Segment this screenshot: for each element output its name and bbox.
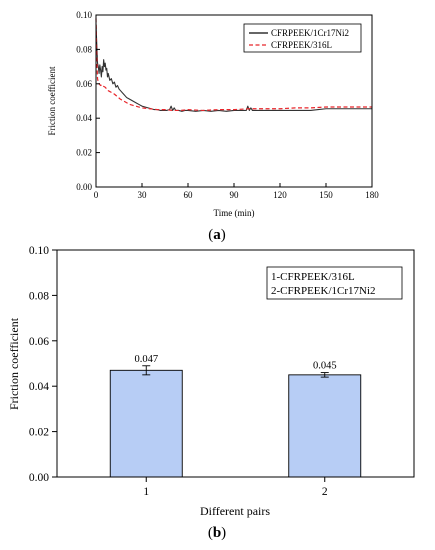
b-legend-text-2: 2-CFRPEEK/1Cr17Ni2: [271, 285, 376, 297]
a-legend-label-1cr17ni2: CFRPEEK/1Cr17Ni2: [271, 28, 349, 38]
a-legend-label-316l: CFRPEEK/316L: [271, 40, 332, 50]
a-x-axis-label: Time (min): [214, 208, 255, 218]
b-y-tick-label: 0.04: [29, 381, 49, 393]
b-data-label-1: 0.047: [134, 354, 158, 365]
b-panel-label-open: (: [208, 525, 213, 541]
b-legend-text-1: 1-CFRPEEK/316L: [271, 271, 355, 283]
a-x-tick-label: 60: [184, 190, 194, 200]
a-x-tick-label: 120: [273, 190, 287, 200]
a-y-tick-label: 0.02: [76, 148, 92, 158]
a-y-tick-label: 0.10: [76, 10, 92, 20]
a-y-axis-label: Friction coefficient: [47, 66, 57, 136]
a-legend: CFRPEEK/1Cr17Ni2 CFRPEEK/316L: [243, 23, 362, 53]
b-y-axis-label: Friction coefficient: [7, 317, 21, 410]
a-x-tick-label: 150: [319, 190, 333, 200]
b-x-tick-label: 1: [143, 486, 149, 498]
b-x-tick-label: 2: [322, 486, 328, 498]
a-panel-label-open: (: [208, 227, 213, 243]
a-series-line-cfrpeek-1cr17ni2: [95, 23, 372, 112]
a-panel-label: (a): [208, 227, 226, 243]
b-legend: 1-CFRPEEK/316L 2-CFRPEEK/1Cr17Ni2: [266, 266, 403, 300]
b-bars-group: 0.047 0.045: [109, 354, 362, 478]
b-panel-label-letter: b: [213, 525, 221, 541]
b-axes-group: 0.00 0.02 0.04 0.06 0.08 0.10 1 2: [29, 245, 328, 498]
a-x-tick-label: 0: [94, 190, 99, 200]
a-series-line-cfrpeek-316l: [95, 18, 372, 112]
a-axes-group: 0 30 60 90 120 150 180 0.00 0.02 0.04 0.06 0.08 0.10: [76, 10, 379, 200]
panel-b-bar-chart: 0.047 0.045 0.00 0.02 0.04 0.06 0.08 0.10 1 2 Di…: [7, 245, 415, 541]
a-y-tick-label: 0.08: [76, 44, 92, 54]
a-y-tick-label: 0.00: [76, 182, 92, 192]
a-series-group: [95, 18, 372, 112]
a-x-tick-label: 180: [365, 190, 379, 200]
b-x-axis-label: Different pairs: [200, 504, 270, 518]
panel-a-line-chart: 0 30 60 90 120 150 180 0.00 0.02 0.04 0.06 0.08 0.10…: [47, 10, 379, 243]
a-panel-label-letter: a: [213, 227, 221, 243]
a-y-tick-label: 0.04: [76, 113, 92, 123]
b-bar-1: [109, 369, 183, 478]
b-y-tick-label: 0.06: [29, 336, 49, 348]
b-legend-box: [266, 266, 403, 300]
b-bar-2: [288, 374, 362, 478]
a-y-tick-label: 0.06: [76, 79, 92, 89]
b-panel-label: (b): [208, 525, 226, 541]
b-y-tick-label: 0.10: [29, 245, 49, 257]
b-panel-label-close: ): [221, 525, 226, 541]
a-legend-box: [243, 23, 362, 53]
a-x-tick-label: 90: [230, 190, 240, 200]
b-y-tick-label: 0.02: [29, 427, 49, 439]
b-data-label-2: 0.045: [313, 361, 337, 372]
b-y-tick-label: 0.08: [29, 290, 49, 302]
a-panel-label-close: ): [221, 227, 226, 243]
a-x-tick-label: 30: [138, 190, 148, 200]
b-plot-frame: [56, 249, 415, 478]
b-y-tick-label: 0.00: [29, 472, 49, 484]
